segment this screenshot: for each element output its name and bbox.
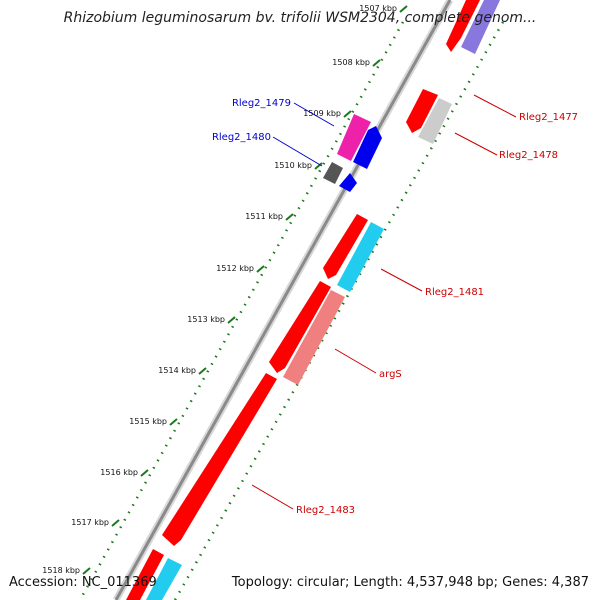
gene-label-args[interactable]: argS [379, 369, 402, 380]
scale-tick-label: 1513 kbp [187, 315, 225, 324]
gene-labels: Rleg2_1477 Rleg2_1478 Rleg2_1479 Rleg2_1… [212, 98, 578, 516]
genome-backbone [114, 0, 452, 600]
gene-feature-top-violet[interactable] [461, 0, 500, 54]
scale-tick-mark [256, 265, 265, 273]
scale-tick-label: 1507 kbp [359, 4, 397, 13]
scale-tick-label: 1517 kbp [71, 518, 109, 527]
leader-rleg2-1479 [293, 102, 335, 127]
gene-feature-blue-2[interactable] [339, 173, 357, 192]
gene-label-rleg2-1483[interactable]: Rleg2_1483 [296, 505, 355, 516]
scale-tick-mark [111, 519, 120, 527]
scale-tick-mark [140, 469, 149, 477]
gene-feature-rleg2-1477[interactable] [406, 89, 438, 133]
leader-rleg2-1483 [251, 484, 294, 510]
gene-feature-rleg2-1483[interactable] [162, 373, 277, 546]
leader-rleg2-1478 [454, 132, 498, 156]
label-leader-lines [251, 94, 517, 510]
scale-tick-label: 1509 kbp [303, 109, 341, 118]
topology-summary: Topology: circular; Length: 4,537,948 bp… [231, 575, 589, 590]
gene-feature-red-mid[interactable] [269, 281, 331, 373]
scale-tick-label: 1510 kbp [274, 161, 312, 170]
leader-rleg2-1481 [380, 268, 423, 292]
gene-feature-rleg2-1481[interactable] [323, 214, 368, 279]
scale-tick-mark [227, 316, 236, 324]
leader-rleg2-1477 [473, 94, 517, 118]
scale-tick-label: 1515 kbp [129, 417, 167, 426]
accession-text: Accession: NC_011369 [9, 575, 157, 590]
gene-feature-args[interactable] [283, 290, 345, 385]
gene-feature-rleg2-1479[interactable] [337, 114, 371, 161]
scale-ticks: 1507 kbp 1508 kbp 1509 kbp 1510 kbp 1511 kbp… [42, 4, 408, 575]
gene-label-rleg2-1477[interactable]: Rleg2_1477 [519, 112, 578, 123]
gene-label-rleg2-1480[interactable]: Rleg2_1480 [212, 132, 271, 143]
scale-tick-label: 1508 kbp [332, 58, 370, 67]
gene-features [126, 0, 500, 600]
leader-rleg2-1480 [272, 136, 323, 167]
scale-tick-label: 1518 kbp [42, 566, 80, 575]
scale-tick-mark [285, 213, 294, 221]
gene-feature-rleg2-1478[interactable] [418, 98, 452, 144]
gene-feature-rleg2-1480[interactable] [323, 162, 343, 184]
leader-args [334, 348, 377, 374]
scale-tick-label: 1511 kbp [245, 212, 283, 221]
scale-tick-mark [198, 367, 207, 375]
map-title: Rhizobium leguminosarum bv. trifolii WSM… [64, 10, 537, 26]
scale-tick-mark [82, 567, 91, 575]
scale-tick-mark [372, 59, 381, 67]
gene-label-rleg2-1481[interactable]: Rleg2_1481 [425, 287, 484, 298]
gene-feature-blue-1[interactable] [353, 126, 382, 169]
scale-tick-label: 1516 kbp [100, 468, 138, 477]
scale-tick-label: 1514 kbp [158, 366, 196, 375]
scale-tick-mark [169, 418, 178, 426]
gene-feature-cyan-1[interactable] [337, 222, 384, 292]
gene-label-rleg2-1478[interactable]: Rleg2_1478 [499, 150, 558, 161]
inner-dotted-track [173, 21, 505, 600]
gene-feature-bottom-red[interactable] [126, 549, 164, 600]
gene-feature-bottom-cyan[interactable] [146, 558, 182, 600]
gene-label-rleg2-1479[interactable]: Rleg2_1479 [232, 98, 291, 109]
scale-tick-mark [343, 110, 352, 118]
gene-feature-top-red[interactable] [446, 0, 480, 52]
scale-tick-label: 1512 kbp [216, 264, 254, 273]
scale-tick-mark [399, 5, 408, 13]
scale-tick-mark [314, 162, 323, 170]
